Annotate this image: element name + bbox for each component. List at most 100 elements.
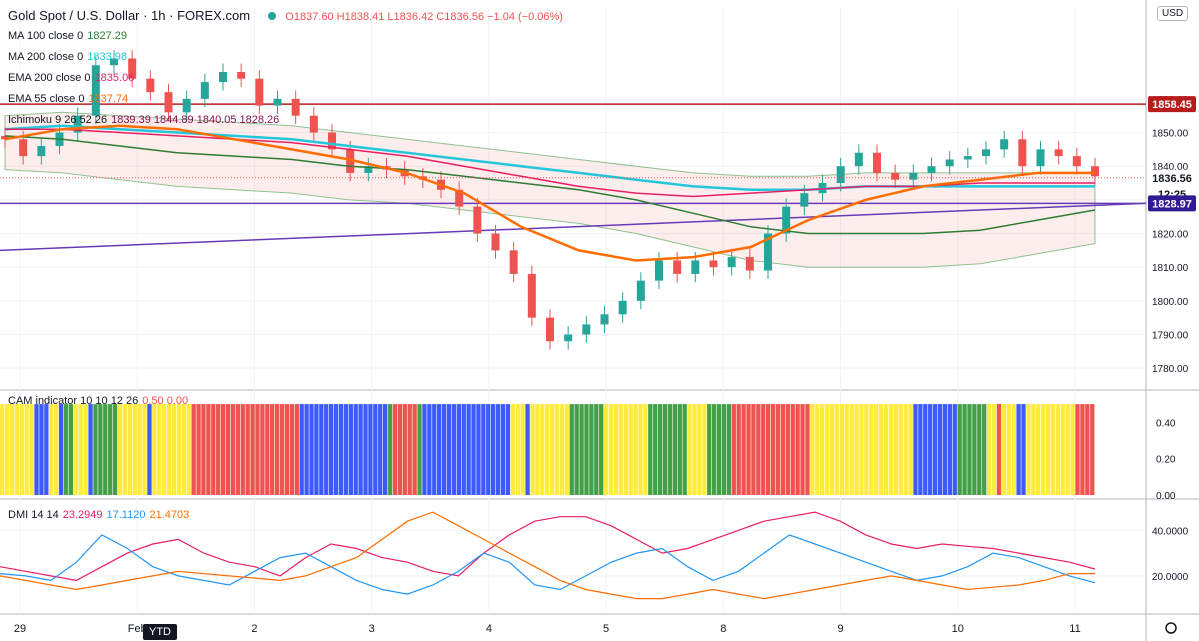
cam-bar xyxy=(206,404,211,495)
candle-body xyxy=(219,71,227,83)
candle-body xyxy=(164,92,173,113)
cam-bar xyxy=(68,404,74,495)
cam-bar xyxy=(800,404,805,495)
candle-body xyxy=(455,189,464,207)
trend-price-label: 1828.97 xyxy=(1152,198,1192,210)
cam-bar xyxy=(903,404,908,495)
cam-bar xyxy=(815,404,820,495)
candle-body xyxy=(909,172,918,180)
candle-body xyxy=(764,233,772,271)
candle-body xyxy=(1,135,9,140)
market-status-icon xyxy=(267,12,276,20)
candle-body xyxy=(1054,149,1063,157)
cam-bar xyxy=(923,404,928,495)
cam-bar xyxy=(996,404,1002,495)
cam-bar xyxy=(554,404,560,495)
cam-bar xyxy=(343,404,349,495)
cam-bar xyxy=(324,404,329,495)
cam-bar xyxy=(1070,404,1075,495)
cam-bar xyxy=(127,404,132,495)
cam-bar xyxy=(986,404,992,495)
cam-bar xyxy=(441,404,447,495)
ytd-button[interactable]: YTD xyxy=(143,624,177,640)
cam-bar xyxy=(613,404,619,495)
price-tick-label: 1800.00 xyxy=(1152,297,1189,308)
cam-bar xyxy=(962,404,967,495)
settings-gear-icon xyxy=(1165,622,1177,634)
cam-bar xyxy=(250,404,255,495)
cam-bar xyxy=(299,404,304,495)
cam-bar xyxy=(790,404,795,495)
cam-bar xyxy=(1001,404,1007,495)
cam-bar xyxy=(1055,404,1061,495)
cam-bar xyxy=(162,404,167,495)
cam-bar xyxy=(893,404,898,495)
cam-bar xyxy=(14,404,20,495)
candle-body xyxy=(982,149,990,157)
hline-price-label: 1858.45 xyxy=(1152,99,1192,111)
candle-body xyxy=(564,334,573,342)
legend-ichimoku[interactable]: Ichimoku 9 26 52 26 1839.39 1844.89 1840.… xyxy=(8,114,280,126)
currency-badge[interactable]: USD xyxy=(1157,6,1189,21)
cam-bar xyxy=(834,404,840,495)
legend-ema55[interactable]: EMA 55 close 0 1837.74 xyxy=(8,93,129,105)
cam-bar xyxy=(844,404,849,495)
cam-bar xyxy=(932,404,938,495)
legend-cam[interactable]: CAM indicator 10 10 12 26 0.50 0.00 xyxy=(8,395,189,407)
cam-bar xyxy=(402,404,407,495)
legend-ma100[interactable]: MA 100 close 0 1827.29 xyxy=(8,30,127,42)
cam-bar xyxy=(628,404,633,495)
cam-bar xyxy=(4,404,10,495)
legend-dmi[interactable]: DMI 14 14 23.2949 17.1120 21.4703 xyxy=(8,509,190,521)
cam-bar xyxy=(412,404,417,495)
cam-bar xyxy=(707,404,712,495)
cam-bar xyxy=(358,404,363,495)
cam-bar xyxy=(29,404,34,495)
cam-bar xyxy=(476,404,481,495)
candle-body xyxy=(291,98,300,116)
cam-bar xyxy=(49,404,54,495)
cam-bar xyxy=(456,404,461,495)
cam-bar xyxy=(481,404,486,495)
cam-bar xyxy=(1026,404,1031,495)
cam-bar xyxy=(1065,404,1070,495)
cam-bar xyxy=(1031,404,1036,495)
cam-bar xyxy=(216,404,221,495)
cam-bar xyxy=(240,404,245,495)
cam-bar xyxy=(1060,404,1065,495)
price-tick-label: 1780.00 xyxy=(1152,364,1189,375)
legend-ema200[interactable]: EMA 200 close 0 1835.06 xyxy=(8,72,135,84)
legend-ma200[interactable]: MA 200 close 0 1833.98 xyxy=(8,51,127,63)
cam-bar xyxy=(230,404,236,495)
cam-bar xyxy=(432,404,437,495)
cam-bar xyxy=(157,404,162,495)
candle-body xyxy=(600,314,609,325)
candle-body xyxy=(618,300,627,315)
cam-bar xyxy=(579,404,584,495)
cam-bar xyxy=(417,404,422,495)
cam-bar xyxy=(338,404,344,495)
cam-bar xyxy=(520,404,525,495)
cam-bar xyxy=(166,404,172,495)
candle-body xyxy=(509,250,518,274)
cam-bar xyxy=(279,404,285,495)
cam-bar xyxy=(348,404,353,495)
cam-bar xyxy=(378,404,383,495)
cam-bar xyxy=(780,404,786,495)
candle-body xyxy=(328,132,336,150)
cam-bar xyxy=(461,404,466,495)
cam-bar xyxy=(93,404,98,495)
cam-bar xyxy=(599,404,604,495)
cam-bar xyxy=(255,404,260,495)
cam-bar xyxy=(1045,404,1051,495)
cam-bar xyxy=(132,404,137,495)
cam-bar xyxy=(289,404,295,495)
cam-bar xyxy=(83,404,88,495)
candle-body xyxy=(146,78,155,93)
cam-bar xyxy=(775,404,781,495)
candle-body xyxy=(800,193,809,207)
candle-body xyxy=(582,324,591,335)
cam-bar xyxy=(368,404,373,495)
cam-bar xyxy=(363,404,368,495)
